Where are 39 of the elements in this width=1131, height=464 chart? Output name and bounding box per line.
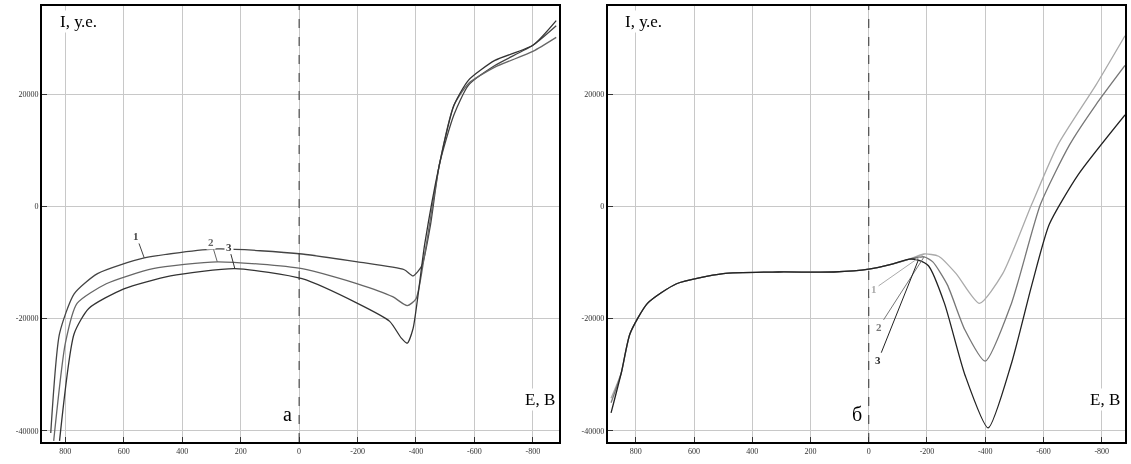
x-tick-label: -800	[525, 446, 541, 456]
x-tick-label: 800	[629, 446, 642, 456]
x-tick-label: 400	[746, 446, 759, 456]
text: 2	[876, 321, 882, 333]
y-tick-label: 20000	[584, 89, 605, 99]
y-tick-label: 0	[34, 202, 39, 212]
y-axis-title: I, у.е.	[625, 12, 663, 31]
x-tick-label: -800	[1094, 446, 1110, 456]
y-tick-label: 0	[600, 202, 605, 212]
y-axis-title: I, у.е.	[60, 12, 98, 31]
series-label: 1	[133, 230, 139, 242]
x-tick-label: 800	[59, 446, 72, 456]
x-tick-label: 0	[866, 446, 871, 456]
x-tick-label: -200	[350, 446, 365, 456]
x-tick-label: 0	[297, 446, 302, 456]
y-tick-label: -20000	[15, 314, 39, 324]
x-tick-label: 400	[176, 446, 189, 456]
series-label: 3	[226, 241, 232, 253]
y-tick-label: -40000	[15, 426, 39, 436]
x-tick-label: 600	[117, 446, 130, 456]
series-label: 2	[208, 236, 214, 248]
line-series	[610, 114, 1125, 429]
x-tick-label: 200	[804, 446, 817, 456]
x-tick-label: -600	[467, 446, 482, 456]
series-label: 1	[871, 283, 877, 295]
x-axis-title: E, В	[1090, 390, 1121, 409]
x-tick-label: -400	[408, 446, 424, 456]
x-tick-label: 200	[234, 446, 247, 456]
x-tick-label: -400	[977, 446, 993, 456]
annotation: б	[852, 403, 863, 425]
annotation: а	[283, 403, 292, 425]
x-tick-label: 600	[688, 446, 701, 456]
text: 3	[875, 354, 881, 366]
x-axis-title: E, В	[525, 390, 556, 409]
x-tick-label: -200	[919, 446, 935, 456]
y-tick-label: -20000	[581, 314, 605, 324]
y-tick-label: -40000	[581, 426, 605, 436]
y-tick-label: 20000	[18, 89, 39, 99]
x-tick-label: -600	[1036, 446, 1051, 456]
